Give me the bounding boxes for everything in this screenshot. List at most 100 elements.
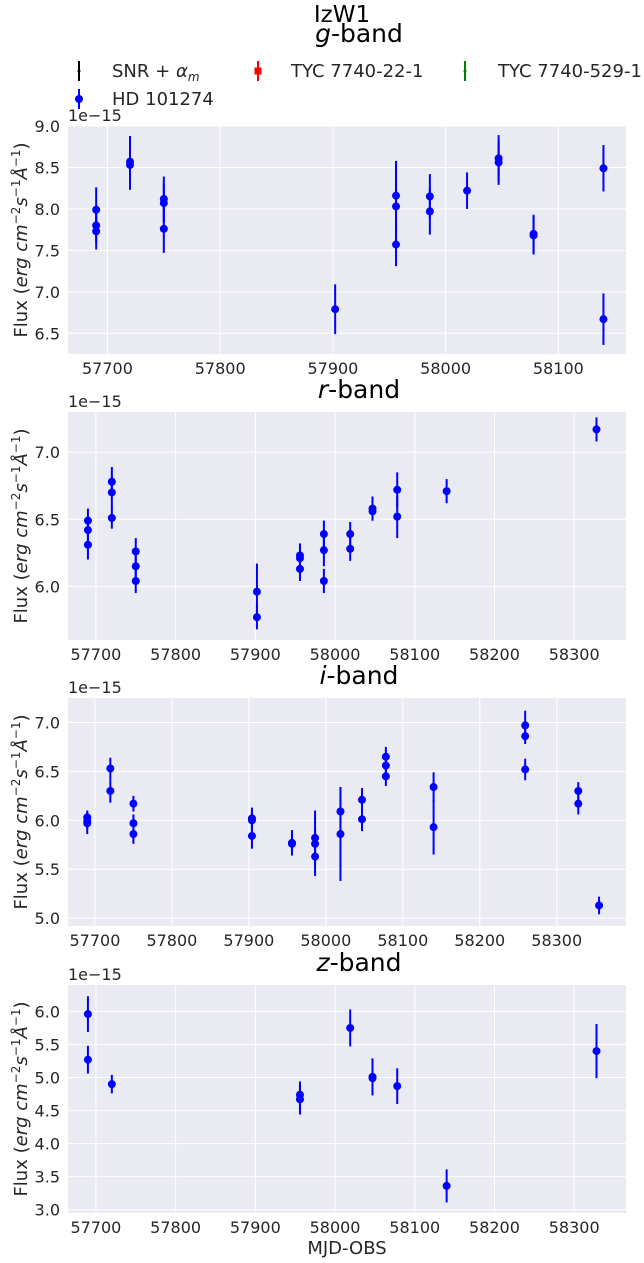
data-point	[159, 224, 168, 233]
y-tick-label: 9.0	[35, 117, 60, 136]
y-label-exp: −1	[9, 1039, 23, 1057]
x-tick-label: 57700	[70, 645, 121, 664]
x-tick-label: 57800	[150, 645, 201, 664]
panel-title: r-band	[318, 375, 400, 404]
legend-label-math-sub: m	[188, 70, 200, 84]
series-hd-101274	[83, 417, 601, 630]
data-point	[599, 164, 608, 173]
y-offset-exponent: 1e−15	[68, 106, 122, 125]
legend-label: SNR + αm	[112, 61, 200, 84]
data-point	[247, 816, 256, 825]
y-label-unit: s	[11, 769, 32, 778]
y-offset-exponent: 1e−15	[68, 678, 122, 697]
y-axis-label: Flux (erg cm−2s−1Å−1)	[9, 714, 32, 909]
x-tick-label: 58000	[420, 359, 471, 378]
data-point	[336, 830, 345, 839]
z-band-panel: 57700 57800 57900 58000 58100 58200 58300 3.0 3.…	[9, 948, 626, 1259]
legend-item: SNR + αm	[77, 61, 200, 84]
data-point	[346, 1023, 355, 1032]
legend-item: HD 101274	[75, 89, 214, 110]
x-tick-label: 57900	[230, 1218, 281, 1237]
y-label-unit: s	[11, 483, 32, 492]
y-label-unit: erg cm	[11, 224, 32, 287]
y-label-exp: −1	[9, 435, 23, 453]
legend-label-text: HD 101274	[112, 89, 214, 110]
y-tick-label: 4.0	[35, 1135, 60, 1154]
data-point	[442, 1181, 451, 1190]
legend-label-math: α	[176, 61, 188, 82]
series-hd-101274	[83, 710, 604, 915]
x-tick-label: 58000	[310, 1218, 361, 1237]
panel-title: g-band	[315, 19, 403, 48]
x-tick-label: 58100	[533, 359, 584, 378]
y-label-prefix: Flux (	[11, 1146, 32, 1196]
legend-label-text: SNR +	[112, 61, 176, 82]
figure-title: IzW1	[314, 2, 370, 28]
data-point	[131, 547, 140, 556]
data-point	[358, 815, 367, 824]
data-point	[393, 485, 402, 494]
x-tick-label: 58200	[469, 1218, 520, 1237]
legend-item: TYC 7740-22-1	[254, 61, 423, 82]
y-tick-label: 7.0	[35, 713, 60, 732]
y-tick-label: 7.0	[35, 283, 60, 302]
data-point	[521, 721, 530, 730]
data-point	[106, 786, 115, 795]
data-point	[129, 799, 138, 808]
y-label-exp: −2	[9, 493, 23, 511]
i-band-panel: 57700 57800 57900 58000 58100 58200 58300 5.0 5.…	[9, 661, 626, 950]
y-tick-label: 8.5	[35, 158, 60, 177]
data-point	[521, 765, 530, 774]
g-band-panel: 57700 57800 57900 58000 58100 6.5 7.0 7.5 8.0 8.5…	[9, 19, 626, 378]
data-point	[425, 207, 434, 216]
legend-item: TYC 7740-529-1	[463, 61, 642, 82]
y-label-unit: Å	[10, 1026, 32, 1039]
legend-marker-dot	[77, 69, 81, 73]
y-label-exp: −1	[9, 466, 23, 484]
y-label-suffix: )	[11, 142, 32, 149]
data-point	[83, 819, 92, 828]
plot-area	[68, 985, 626, 1213]
y-offset-exponent: 1e−15	[68, 392, 122, 411]
x-tick-label: 58300	[549, 1218, 600, 1237]
x-axis-label: MJD-OBS	[307, 1238, 386, 1259]
y-tick-label: 4.5	[35, 1102, 60, 1121]
y-tick-label: 5.5	[35, 860, 60, 879]
y-label-exp: −1	[9, 1008, 23, 1026]
data-point	[319, 546, 328, 555]
x-tick-label: 58100	[389, 1218, 440, 1237]
x-tick-label: 57700	[82, 359, 133, 378]
y-label-exp: −2	[9, 207, 23, 225]
y-label-prefix: Flux (	[11, 573, 32, 623]
data-point	[311, 852, 320, 861]
y-tick-label: 6.0	[35, 577, 60, 596]
legend-label: TYC 7740-529-1	[497, 61, 642, 82]
data-point	[592, 425, 601, 434]
x-tick-label: 58000	[300, 931, 351, 950]
y-tick-label: 5.0	[35, 909, 60, 928]
panel-title-band: g	[315, 19, 331, 48]
data-point	[529, 231, 538, 240]
data-point	[107, 513, 116, 522]
data-point	[442, 487, 451, 496]
y-label-exp: −2	[9, 779, 23, 797]
x-tick-label: 58200	[469, 645, 520, 664]
data-point	[126, 160, 134, 169]
y-tick-label: 3.0	[35, 1201, 60, 1220]
y-tick-label: 5.5	[35, 1035, 60, 1054]
legend-label: TYC 7740-22-1	[290, 61, 423, 82]
y-label-unit: s	[11, 197, 32, 206]
data-point	[521, 732, 530, 741]
x-tick-label: 57800	[146, 931, 197, 950]
x-tick-label: 57900	[230, 645, 281, 664]
data-point	[83, 540, 92, 549]
data-point	[381, 772, 390, 781]
data-point	[381, 761, 390, 770]
y-tick-label: 6.0	[35, 1002, 60, 1021]
data-point	[287, 839, 296, 848]
data-point	[392, 240, 401, 249]
y-label-unit: erg cm	[11, 796, 32, 859]
y-tick-label: 7.5	[35, 241, 60, 260]
data-point	[92, 227, 101, 236]
